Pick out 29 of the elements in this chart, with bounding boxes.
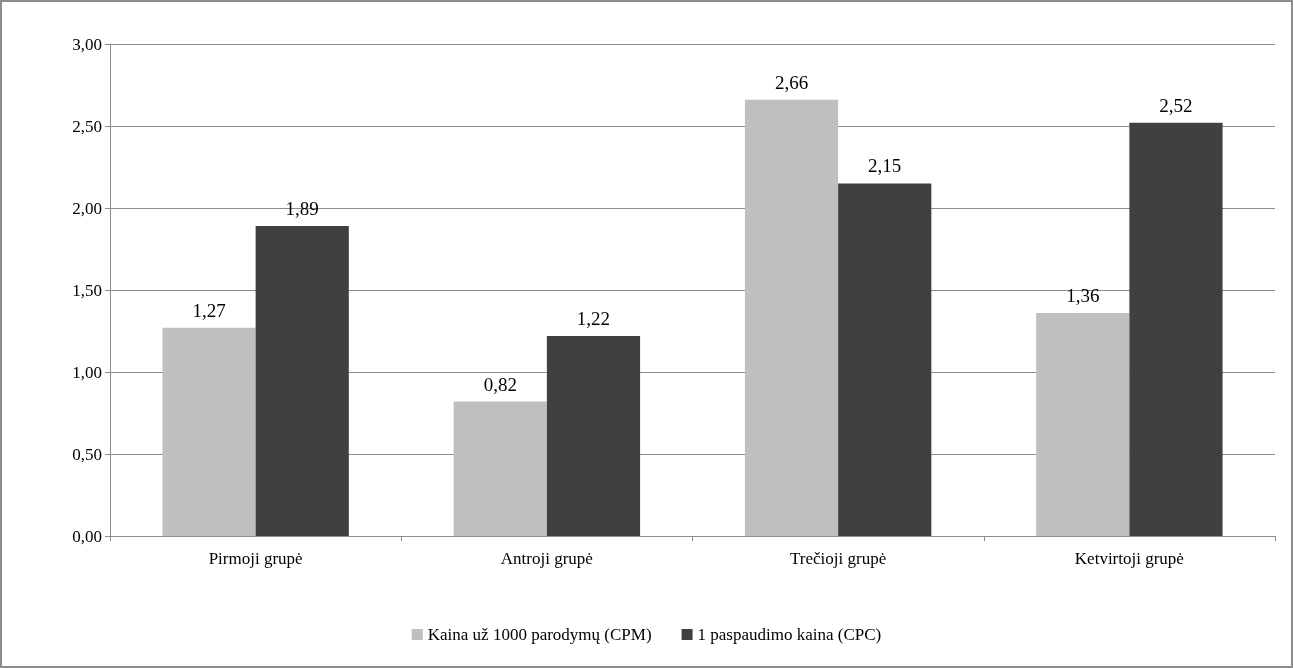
data-label: 1,36 [1066,284,1100,306]
legend-label: 1 paspaudimo kaina (CPC) [697,625,882,644]
bar [546,335,641,536]
bar [453,401,547,536]
y-tick-label: 1,50 [72,280,102,300]
data-label: 1,22 [576,307,611,329]
legend-label: Kaina už 1000 parodymų (CPM) [427,625,652,644]
y-tick-label: 3,00 [72,34,102,54]
data-label: 2,66 [774,71,809,93]
data-label: 1,27 [192,299,226,321]
x-tick-label: Pirmoji grupė [208,549,303,568]
data-label: 2,15 [868,155,902,177]
x-tick-label: Ketvirtoji grupė [1074,549,1184,568]
bar [255,226,349,536]
data-label: 2,52 [1159,94,1193,116]
y-tick-label: 1,00 [72,362,102,382]
bar [162,327,256,536]
y-tick-label: 2,00 [72,198,102,218]
x-tick-label: Antroji grupė [500,549,593,568]
bar [1129,122,1223,536]
data-label: 0,82 [483,373,517,395]
y-tick-label: 2,50 [72,116,102,136]
x-tick-label: Trečioji grupė [790,549,887,568]
y-tick-label: 0,00 [72,526,102,546]
bar [1036,312,1130,536]
data-label: 1,89 [285,198,319,220]
bar [838,183,932,536]
bar [744,99,839,536]
y-tick-label: 0,50 [72,444,102,464]
